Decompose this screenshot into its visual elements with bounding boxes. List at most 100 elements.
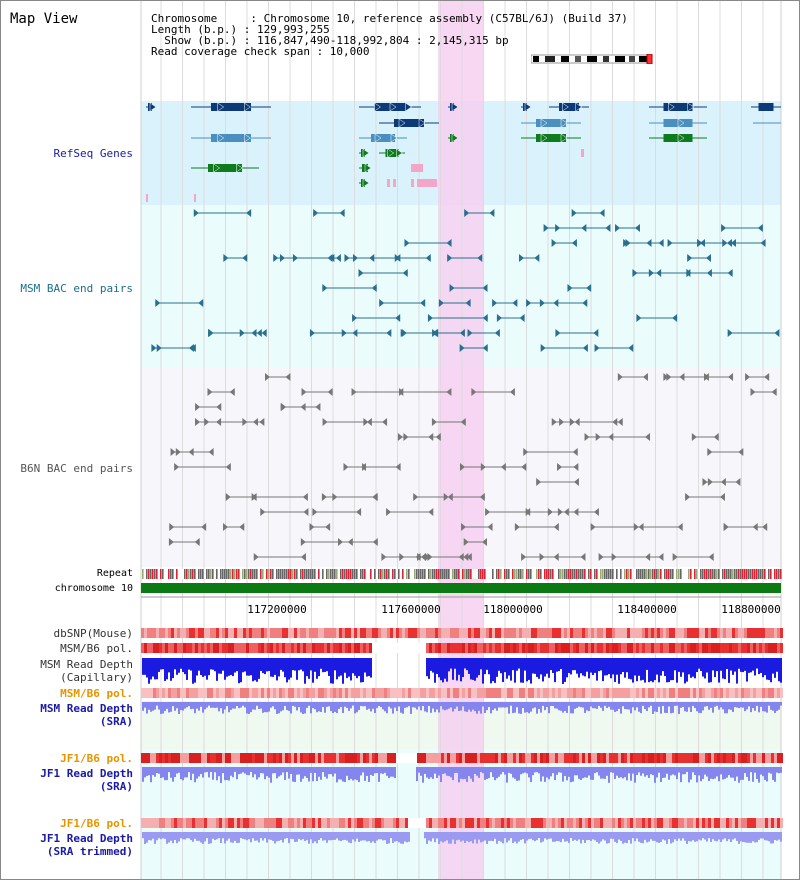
polymorphism-band bbox=[375, 753, 378, 763]
read-depth-bar bbox=[318, 832, 320, 840]
read-depth-bar bbox=[502, 658, 504, 683]
polymorphism-band bbox=[225, 628, 228, 638]
b6n-bac-pair-end bbox=[194, 538, 200, 546]
polymorphism-band bbox=[606, 643, 609, 653]
read-depth-bar bbox=[258, 767, 260, 778]
polymorphism-band bbox=[654, 628, 657, 638]
read-depth-bar bbox=[288, 702, 290, 711]
jf1-b6-pol-trimmed-label[interactable]: JF1/B6 pol. bbox=[60, 817, 133, 830]
msm-b6-pol-sra-label[interactable]: MSM/B6 pol. bbox=[60, 687, 133, 700]
read-depth-bar bbox=[326, 658, 328, 672]
gene-strand-arrow bbox=[451, 102, 459, 112]
read-depth-bar bbox=[558, 832, 560, 842]
msm-bac-end-pairs-label[interactable]: MSM BAC end pairs bbox=[20, 282, 133, 295]
polymorphism-band bbox=[504, 688, 507, 698]
polymorphism-band bbox=[558, 628, 561, 638]
read-depth-bar bbox=[640, 658, 642, 681]
jf1-read-depth-sra-label[interactable]: JF1 Read Depth (SRA) bbox=[40, 767, 133, 793]
repeat-mark bbox=[268, 569, 270, 579]
msm-bac-pair-end bbox=[477, 254, 483, 262]
polymorphism-band bbox=[240, 643, 243, 653]
polymorphism-band bbox=[198, 753, 201, 763]
repeat-mark bbox=[616, 569, 618, 579]
repeat-mark bbox=[320, 569, 322, 579]
repeat-mark bbox=[476, 569, 478, 579]
repeat-mark bbox=[310, 569, 312, 579]
read-depth-bar bbox=[438, 658, 440, 678]
read-depth-bar bbox=[386, 832, 388, 844]
polymorphism-band bbox=[729, 818, 732, 828]
repeat-mark bbox=[664, 569, 666, 579]
polymorphism-band bbox=[381, 628, 384, 638]
msm-read-depth-capillary-label[interactable]: MSM Read Depth (Capillary) bbox=[40, 658, 133, 684]
read-depth-bar bbox=[328, 702, 330, 707]
polymorphism-band bbox=[384, 818, 387, 828]
band-gap bbox=[396, 643, 399, 653]
b6n-bac-pair-end bbox=[459, 463, 465, 471]
polymorphism-band bbox=[546, 688, 549, 698]
read-depth-bar bbox=[444, 767, 446, 774]
read-depth-bar bbox=[446, 832, 448, 841]
polymorphism-band bbox=[204, 628, 207, 638]
msm-read-depth-sra-label[interactable]: MSM Read Depth (SRA) bbox=[40, 702, 133, 728]
read-depth-bar bbox=[386, 702, 388, 714]
polymorphism-band bbox=[309, 628, 312, 638]
read-depth-bar bbox=[394, 702, 396, 708]
read-depth-bar bbox=[756, 767, 758, 780]
polymorphism-band bbox=[693, 688, 696, 698]
read-depth-bar bbox=[662, 702, 664, 706]
msm-bac-pair-end bbox=[322, 284, 328, 292]
polymorphism-band bbox=[687, 818, 690, 828]
read-depth-bar bbox=[592, 702, 594, 709]
jf1-b6-pol-label[interactable]: JF1/B6 pol. bbox=[60, 752, 133, 765]
polymorphism-band bbox=[672, 643, 675, 653]
read-depth-bar bbox=[336, 767, 338, 783]
polymorphism-band bbox=[633, 818, 636, 828]
repeat-mark bbox=[284, 569, 286, 579]
read-depth-bar bbox=[146, 658, 148, 678]
polymorphism-band bbox=[486, 753, 489, 763]
read-depth-bar bbox=[278, 658, 280, 677]
read-depth-bar bbox=[752, 702, 754, 709]
b6n-bac-pair-end bbox=[447, 493, 453, 501]
jf1-read-depth-trimmed-label[interactable]: JF1 Read Depth (SRA trimmed) bbox=[40, 832, 133, 858]
read-depth-bar bbox=[286, 658, 288, 683]
polymorphism-band bbox=[327, 628, 330, 638]
refseq-genes-label[interactable]: RefSeq Genes bbox=[53, 147, 133, 160]
polymorphism-band bbox=[186, 643, 189, 653]
chromosome-ideogram[interactable] bbox=[531, 54, 659, 64]
band-gap bbox=[396, 753, 399, 763]
polymorphism-band bbox=[396, 628, 399, 638]
polymorphism-band bbox=[513, 688, 516, 698]
read-depth-bar bbox=[636, 702, 638, 708]
gene-strand-arrow bbox=[236, 163, 243, 173]
b6n-bac-pair-end bbox=[327, 388, 333, 396]
polymorphism-band bbox=[648, 753, 651, 763]
polymorphism-band bbox=[252, 643, 255, 653]
b6n-bac-pair-end bbox=[521, 553, 527, 561]
polymorphism-band bbox=[531, 628, 534, 638]
b6n-bac-end-pairs-label[interactable]: B6N BAC end pairs bbox=[20, 462, 133, 475]
repeat-mark bbox=[256, 569, 258, 579]
repeat-mark bbox=[676, 569, 678, 579]
polymorphism-band bbox=[459, 628, 462, 638]
read-depth-bar bbox=[302, 702, 304, 714]
read-depth-bar bbox=[636, 832, 638, 839]
polymorphism-band bbox=[498, 643, 501, 653]
polymorphism-band bbox=[570, 643, 573, 653]
polymorphism-band bbox=[726, 818, 729, 828]
gene-exon bbox=[536, 119, 566, 127]
read-depth-bar bbox=[572, 767, 574, 782]
read-depth-bar bbox=[526, 658, 528, 682]
polymorphism-band bbox=[312, 753, 315, 763]
read-depth-bar bbox=[590, 767, 592, 780]
band-gap bbox=[399, 753, 402, 763]
dbsnp-label[interactable]: dbSNP(Mouse) bbox=[53, 627, 133, 640]
read-depth-bar bbox=[670, 767, 672, 776]
polymorphism-band bbox=[681, 818, 684, 828]
repeat-mark bbox=[386, 569, 388, 579]
msm-b6-pol-label[interactable]: MSM/B6 pol. bbox=[60, 642, 133, 655]
repeat-mark bbox=[436, 569, 438, 579]
selected-region-highlight[interactable] bbox=[438, 1, 483, 880]
